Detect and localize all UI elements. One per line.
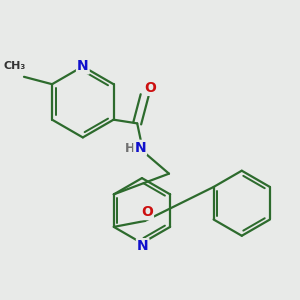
Text: O: O (141, 205, 153, 219)
Text: N: N (134, 141, 146, 155)
Text: N: N (137, 239, 148, 253)
Text: H: H (124, 142, 135, 155)
Text: N: N (77, 59, 88, 74)
Text: O: O (144, 81, 156, 95)
Text: CH₃: CH₃ (4, 61, 26, 71)
